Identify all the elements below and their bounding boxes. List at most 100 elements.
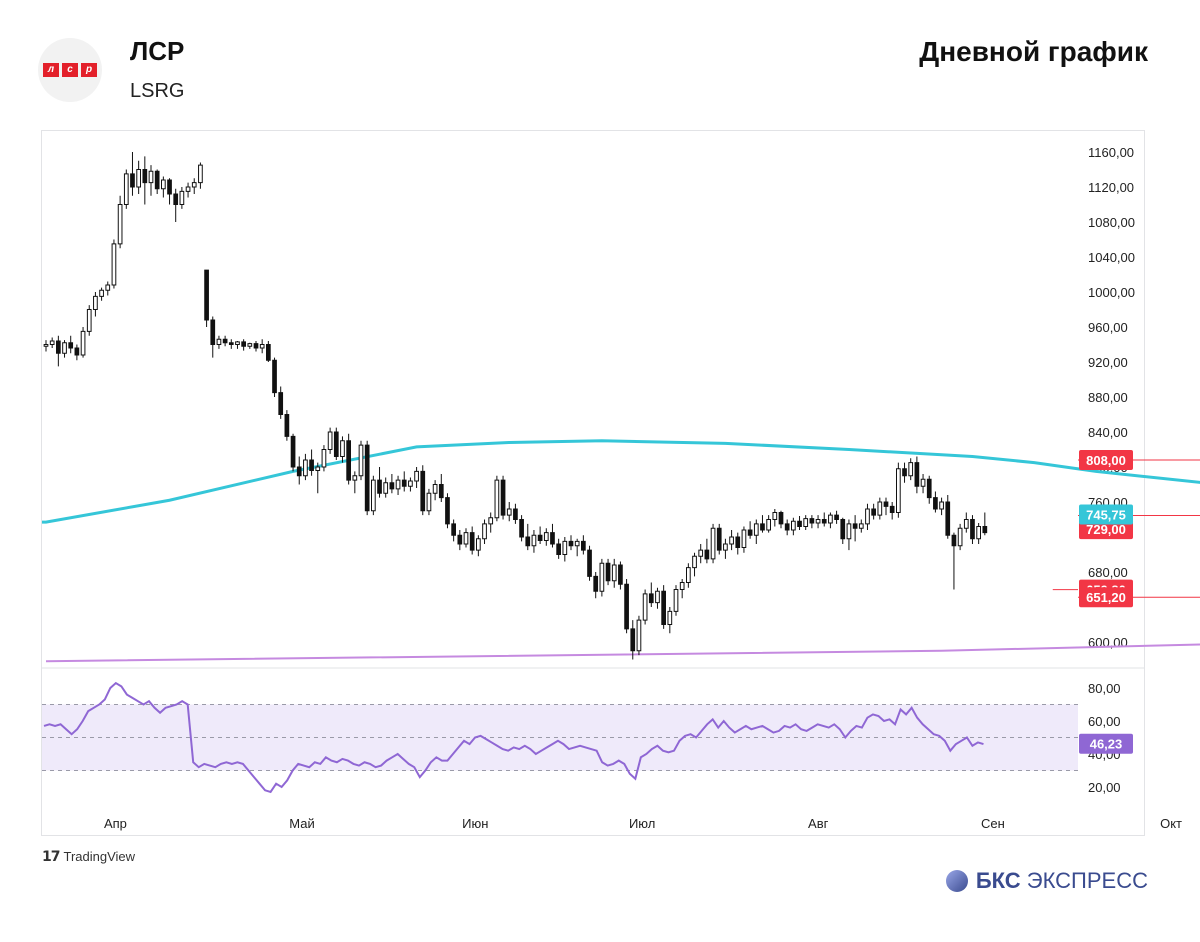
company-logo: л с р [38,38,102,102]
candle-body [556,543,562,555]
rsi-value-label-bg [1079,733,1133,754]
candle-body [451,523,457,536]
candle-body [179,190,185,205]
candle-body [871,508,877,516]
price-tick-label: 840,00 [1088,425,1128,440]
candle-body [395,479,401,490]
candle-body [673,589,679,612]
candle-body [228,342,234,345]
price-tick-label: 880,00 [1088,390,1128,405]
candle-body [420,470,426,512]
candle-body [408,480,413,487]
candle-body [519,519,524,538]
price-tick-label: 960,00 [1088,320,1128,335]
candle-body [858,523,864,529]
rsi-tick-label: 60,00 [1088,714,1121,729]
candle-body [482,523,487,540]
ticker-code: LSRG [130,80,185,102]
candle-body [247,343,253,347]
candle-body [655,590,660,604]
candle-body [296,466,302,477]
candle-body [809,518,815,524]
candle-body [210,319,216,345]
candle-body [636,619,642,652]
rsi-value-label: 46,23 [1090,737,1123,752]
month-tick-label: Сен [981,816,1005,831]
candle-body [123,173,129,205]
candle-body [723,543,728,551]
rsi-line [43,681,984,794]
candle-body [963,519,969,529]
candle-body [945,501,951,536]
candle-body [772,512,778,520]
candle-body [821,519,827,524]
price-tick-label: 1000,00 [1088,285,1135,300]
ma-value-label: 745,75 [1086,507,1126,522]
rsi-band-fill [42,704,1078,771]
candle-body [982,526,988,534]
candle-body [550,532,555,545]
candle-body [346,440,352,481]
candle-body [753,523,759,536]
candle-body [760,523,765,531]
candle-body [568,540,574,547]
candle-body [574,540,580,547]
candle-body [371,479,376,512]
candle-body [191,182,197,188]
candle-body [457,534,463,545]
page-title: Дневной график [919,36,1148,67]
candle-body [778,512,784,525]
candle-body [889,505,895,513]
candle-body [117,204,123,245]
candle-body [111,243,117,286]
candle-body [414,470,419,482]
candle-body [883,501,889,507]
candle-body [173,193,179,205]
candle-body [933,497,938,510]
bks-logo-icon [945,870,968,892]
tradingview-attribution: 𝟭𝟳 TradingView [42,848,135,865]
candle-body [587,549,592,577]
candle-body [803,518,809,527]
candle-body [537,534,543,541]
month-tick-label: Окт [1160,816,1182,831]
candle-body [828,514,833,524]
candle-body [970,519,975,540]
candle-body [266,344,271,361]
month-tick-label: Апр [104,816,127,831]
logo-letter: р [81,63,97,77]
candle-body [68,342,74,349]
level-label: 729,00 [1086,522,1126,537]
candle-body [469,532,475,551]
rsi-tick-label: 80,00 [1088,681,1121,696]
candle-body [284,414,290,437]
candle-body [185,186,191,192]
candle-body [679,582,685,590]
level-label: 651,20 [1086,590,1126,605]
candle-body [253,343,259,349]
candle-body [500,479,506,516]
candle-body [797,520,802,527]
logo-letter: л [43,63,59,77]
support-trendline [45,643,1200,663]
candle-body [358,444,364,477]
candle-body [735,536,741,548]
candle-body [142,169,148,184]
candle-body [957,527,963,547]
candle-body [43,344,49,347]
candle-body [506,508,512,516]
candle-body [611,564,617,582]
candle-body [290,435,296,468]
candle-body [642,593,648,621]
candle-body [562,540,568,555]
candle-body [136,169,141,188]
ma-value-label-bg [1079,504,1133,525]
candle-body [698,549,704,557]
candle-body [692,555,697,569]
candle-body [235,341,240,345]
logo-letter: с [62,63,78,77]
candle-body [834,514,839,520]
candle-body [581,540,586,551]
candle-body [599,562,605,592]
